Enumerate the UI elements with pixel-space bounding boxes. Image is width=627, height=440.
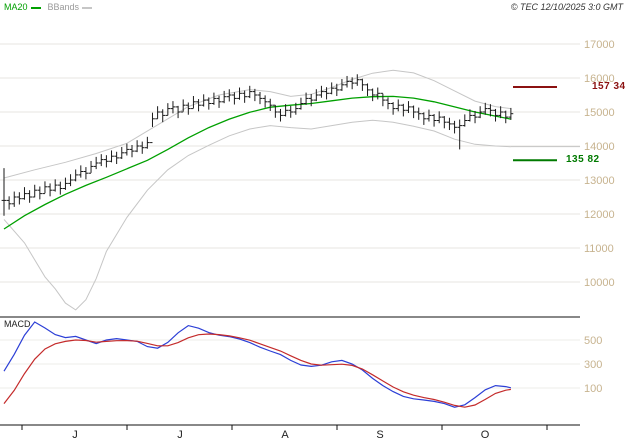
support-level-label: 135 82 [566,154,600,165]
legend-bbands-label: BBands [47,2,80,12]
macd-axis-tick-label: 500 [584,335,602,347]
resistance-level-label: 157 34 [592,81,626,92]
macd-axis-tick-label: 100 [584,383,602,395]
price-axis-tick-label: 16000 [584,73,615,85]
price-axis-tick-label: 17000 [584,39,615,51]
legend: MA20 BBands [4,2,93,12]
month-label: S [376,429,383,440]
price-axis-tick-label: 11000 [584,243,614,255]
bbands-line-swatch [82,6,93,9]
ma20-line-swatch [30,6,41,9]
ohlc-bars [1,74,514,216]
legend-ma20-label: MA20 [4,2,28,12]
macd-panel-label: MACD [4,319,31,329]
price-axis-tick-label: 14000 [584,141,615,153]
month-label: J [72,429,78,440]
price-axis-tick-label: 13000 [584,175,615,187]
copyright-text: © TEC 12/10/2025 3:0 GMT [510,2,623,12]
macd-line [3,321,512,408]
ma20-line [3,95,512,230]
price-axis-tick-label: 15000 [584,107,615,119]
macd-signal-line [3,333,511,408]
bollinger-upper-line [3,69,511,179]
month-label: J [177,429,183,440]
month-label: O [481,429,490,440]
macd-axis-tick-label: 300 [584,359,602,371]
price-axis-tick-label: 12000 [584,209,615,221]
bollinger-lower-line [3,119,511,311]
month-label: A [281,429,289,440]
price-axis-tick-label: 10000 [584,277,615,289]
